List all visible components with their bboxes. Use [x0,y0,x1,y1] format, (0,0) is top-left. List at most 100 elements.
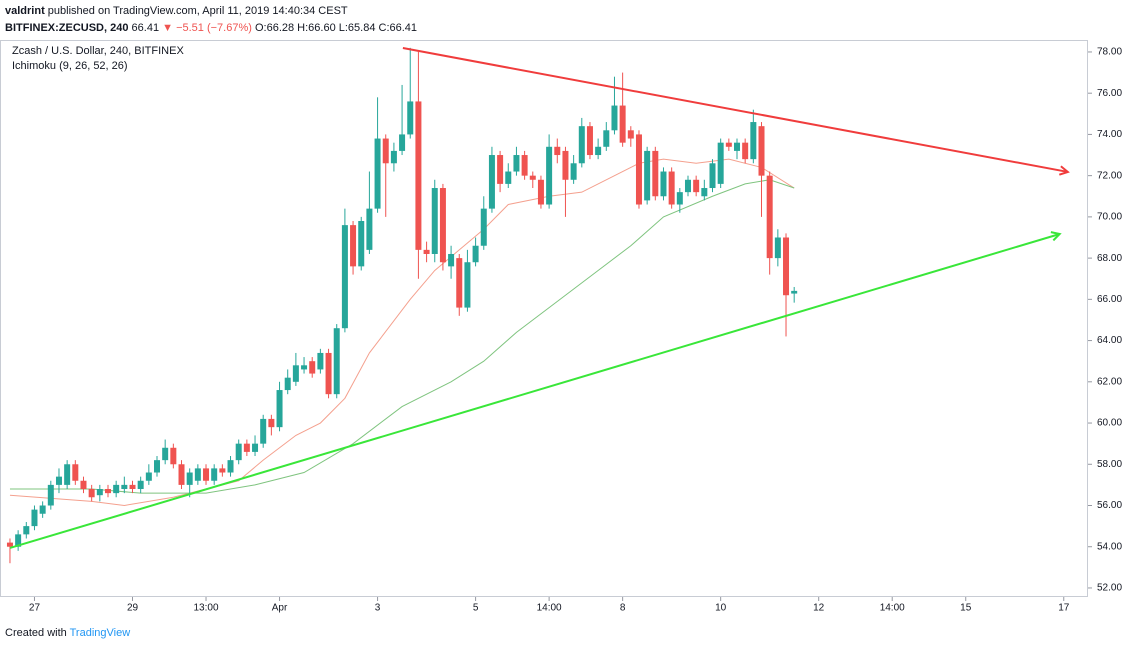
x-tick-label: 5 [473,603,479,614]
plot-frame [0,40,1088,597]
author: valdrint [5,5,45,17]
candle-body [521,155,528,176]
candle-body [276,390,283,428]
candle-body [439,188,446,263]
candle-body [734,142,741,151]
candle-body [227,460,234,473]
y-tick-label: 54.00 [1097,541,1122,552]
candle-body [758,126,765,176]
candle-body [64,464,71,485]
trend-line [9,233,1060,549]
candle-body [742,142,749,160]
candle-body [121,484,128,490]
y-tick-label: 56.00 [1097,500,1122,511]
candle-body [415,101,422,250]
x-tick-label: Apr [272,603,288,614]
candle-body [497,155,504,184]
candle-body [627,130,634,139]
candle-body [194,468,201,481]
candle-body [472,245,479,263]
candle-body [725,142,732,147]
candle-body [766,175,773,259]
footer: Created with TradingView [5,627,130,639]
candle-body [423,249,430,254]
y-tick-label: 66.00 [1097,294,1122,305]
candle-body [562,150,569,180]
candle-body [513,155,520,172]
candle-body [390,150,397,164]
candle-body [129,484,136,490]
candle-body [480,208,487,246]
candle-body [717,142,724,184]
candle-body [635,134,642,205]
candle-body [570,163,577,180]
change: ▼ −5.51 (−7.67%) [162,22,252,34]
y-tick-label: 78.00 [1097,47,1122,58]
candle-body [6,542,13,547]
candle-body [203,468,210,481]
candle-body [791,290,798,294]
candle-body [488,155,495,209]
x-tick-label: 3 [375,603,381,614]
candle-body [145,472,152,481]
candle-body [676,192,683,205]
candle-body [595,146,602,156]
candle-body [652,150,659,197]
trend-arrow [1050,231,1062,242]
trend-arrow [1058,165,1070,176]
candle-body [162,447,169,461]
x-tick-label: 13:00 [194,603,219,614]
candle-body [170,447,177,465]
candle-body [39,505,46,514]
brand[interactable]: TradingView [69,627,131,639]
y-tick-label: 60.00 [1097,418,1122,429]
candle-body [684,179,691,193]
candle-body [80,480,87,490]
x-tick-label: 29 [127,603,139,614]
ichimoku-line [9,179,795,494]
candle-body [15,534,22,547]
trend-line [402,47,1069,173]
candle-body [464,262,471,308]
candle-body [350,225,357,267]
candle-body [268,418,275,428]
candle-body [317,352,324,370]
y-tick-label: 70.00 [1097,212,1122,223]
candle-body [619,105,626,143]
chart-title: Zcash / U.S. Dollar, 240, BITFINEX [12,45,184,57]
candle-body [399,134,406,151]
y-tick-label: 58.00 [1097,459,1122,470]
candle-body [611,105,618,131]
candle-body [31,509,38,527]
header: valdrint published on TradingView.com, A… [5,3,417,37]
candle-body [252,443,259,452]
candle-body [448,253,455,267]
candle-body [104,489,111,494]
indicator-label: Ichimoku (9, 26, 52, 26) [12,60,128,72]
candle-body [586,126,593,156]
candle-body [783,237,790,296]
y-tick-label: 72.00 [1097,170,1122,181]
x-tick-label: 15 [960,603,972,614]
candle-body [235,443,242,461]
candle-body [750,122,757,160]
candle-body [366,208,373,250]
candle-body [660,171,667,197]
candle-body [55,476,62,485]
candle-body [23,526,30,535]
y-tick-label: 64.00 [1097,335,1122,346]
candle-body [186,472,193,485]
y-tick-label: 68.00 [1097,253,1122,264]
candle-body [325,352,332,395]
candle-body [578,126,585,164]
candle-body [456,258,463,308]
candle-body [407,101,414,135]
x-tick-label: 8 [620,603,626,614]
candle-body [554,146,561,156]
candle-body [284,377,291,391]
candle-body [178,464,185,485]
candle-body [341,225,348,329]
candle-body [243,443,250,452]
